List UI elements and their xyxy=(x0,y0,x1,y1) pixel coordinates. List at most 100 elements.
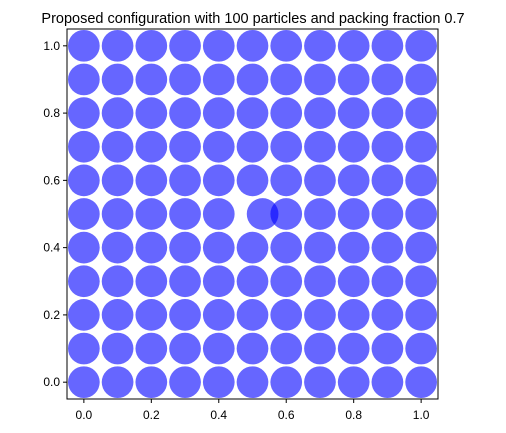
particle xyxy=(371,97,404,129)
particle xyxy=(135,29,168,62)
particle xyxy=(405,164,437,197)
particle xyxy=(270,63,303,96)
particle xyxy=(270,198,303,230)
particle xyxy=(202,332,235,365)
particle xyxy=(270,265,303,298)
particle xyxy=(371,231,404,264)
particle xyxy=(405,231,437,264)
particle xyxy=(68,332,100,365)
particle xyxy=(405,265,437,298)
particle xyxy=(236,265,269,298)
particle xyxy=(270,231,303,264)
particle xyxy=(236,130,269,163)
particle xyxy=(304,63,336,96)
particle xyxy=(68,164,100,197)
particle xyxy=(101,130,134,163)
x-tick-label: 0.2 xyxy=(143,408,160,422)
particle xyxy=(68,231,100,264)
particle xyxy=(202,265,235,298)
particle xyxy=(135,231,168,264)
particle xyxy=(304,265,336,298)
particle xyxy=(270,299,303,331)
particle xyxy=(135,164,168,197)
particle xyxy=(135,299,168,331)
particle xyxy=(101,265,134,298)
particle xyxy=(202,231,235,264)
particle xyxy=(169,97,201,129)
particle xyxy=(304,198,336,230)
particle xyxy=(169,29,201,62)
particle xyxy=(68,63,100,96)
y-axis: 0.0 0.2 0.4 0.6 0.8 1.0 xyxy=(43,39,67,389)
particle xyxy=(337,332,370,365)
particle xyxy=(135,198,168,230)
particle xyxy=(101,366,134,399)
particle xyxy=(270,366,303,399)
particle xyxy=(135,97,168,129)
particle xyxy=(169,198,201,230)
particle xyxy=(304,130,336,163)
particle xyxy=(371,198,404,230)
particle xyxy=(270,130,303,163)
particle xyxy=(101,231,134,264)
y-tick-label: 0.6 xyxy=(43,173,60,187)
particle xyxy=(169,299,201,331)
particle xyxy=(101,29,134,62)
x-tick-label: 0.0 xyxy=(76,408,93,422)
particle xyxy=(304,231,336,264)
particle xyxy=(202,299,235,331)
particle xyxy=(68,130,100,163)
y-tick-label: 0.8 xyxy=(43,106,60,120)
particle xyxy=(371,164,404,197)
particle xyxy=(337,198,370,230)
particle xyxy=(270,164,303,197)
particle xyxy=(169,231,201,264)
chart-title: Proposed configuration with 100 particle… xyxy=(41,11,464,27)
particle xyxy=(270,332,303,365)
particle xyxy=(337,299,370,331)
particles-layer xyxy=(68,29,437,399)
plot-frame xyxy=(66,28,439,400)
particle xyxy=(405,63,437,96)
particle xyxy=(405,130,437,163)
particle xyxy=(236,332,269,365)
particle xyxy=(337,164,370,197)
particle xyxy=(371,63,404,96)
particle xyxy=(135,265,168,298)
particle xyxy=(236,29,269,62)
particle xyxy=(68,366,100,399)
x-tick-label: 0.8 xyxy=(345,408,362,422)
x-tick-label: 0.4 xyxy=(210,408,227,422)
particle xyxy=(202,97,235,129)
particle xyxy=(101,198,134,230)
particle xyxy=(304,164,336,197)
particle xyxy=(236,299,269,331)
particle xyxy=(405,198,437,230)
particle xyxy=(101,299,134,331)
particle xyxy=(202,29,235,62)
particle xyxy=(270,29,303,62)
particle xyxy=(304,29,336,62)
particle xyxy=(68,265,100,298)
particle xyxy=(371,130,404,163)
particle xyxy=(202,366,235,399)
particle xyxy=(337,63,370,96)
particle xyxy=(337,29,370,62)
particle xyxy=(371,366,404,399)
particle xyxy=(337,97,370,129)
particle xyxy=(337,231,370,264)
y-tick-label: 0.4 xyxy=(43,241,60,255)
particle xyxy=(371,265,404,298)
particle xyxy=(202,63,235,96)
y-tick-label: 0.2 xyxy=(43,308,60,322)
x-axis: 0.0 0.2 0.4 0.6 0.8 1.0 xyxy=(76,399,430,422)
particle xyxy=(101,97,134,129)
particle xyxy=(135,130,168,163)
particle xyxy=(371,29,404,62)
x-tick-label: 0.6 xyxy=(278,408,295,422)
particle xyxy=(169,130,201,163)
particle xyxy=(304,332,336,365)
displaced-particle xyxy=(246,198,279,230)
particle xyxy=(405,97,437,129)
particle xyxy=(304,366,336,399)
